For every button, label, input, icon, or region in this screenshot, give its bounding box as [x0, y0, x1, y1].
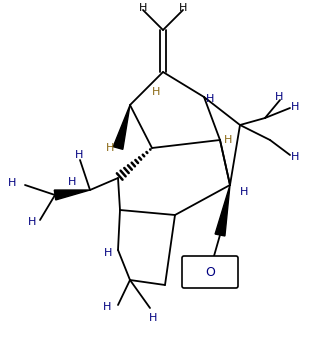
Text: H: H [139, 3, 147, 13]
Text: H: H [103, 302, 111, 312]
Text: H: H [224, 135, 232, 145]
Text: H: H [68, 177, 76, 187]
Text: H: H [291, 102, 299, 112]
Polygon shape [215, 185, 230, 236]
Text: O: O [205, 266, 215, 278]
Text: H: H [149, 313, 157, 323]
Text: H: H [179, 3, 187, 13]
Polygon shape [54, 190, 90, 200]
Polygon shape [113, 105, 130, 149]
Text: H: H [106, 143, 114, 153]
Text: H: H [240, 187, 248, 197]
Text: H: H [104, 248, 112, 258]
Text: H: H [152, 87, 160, 97]
Text: H: H [275, 92, 283, 102]
Text: H: H [75, 150, 83, 160]
FancyBboxPatch shape [182, 256, 238, 288]
Text: H: H [8, 178, 16, 188]
Text: H: H [28, 217, 36, 227]
Text: H: H [206, 94, 214, 104]
Text: H: H [291, 152, 299, 162]
